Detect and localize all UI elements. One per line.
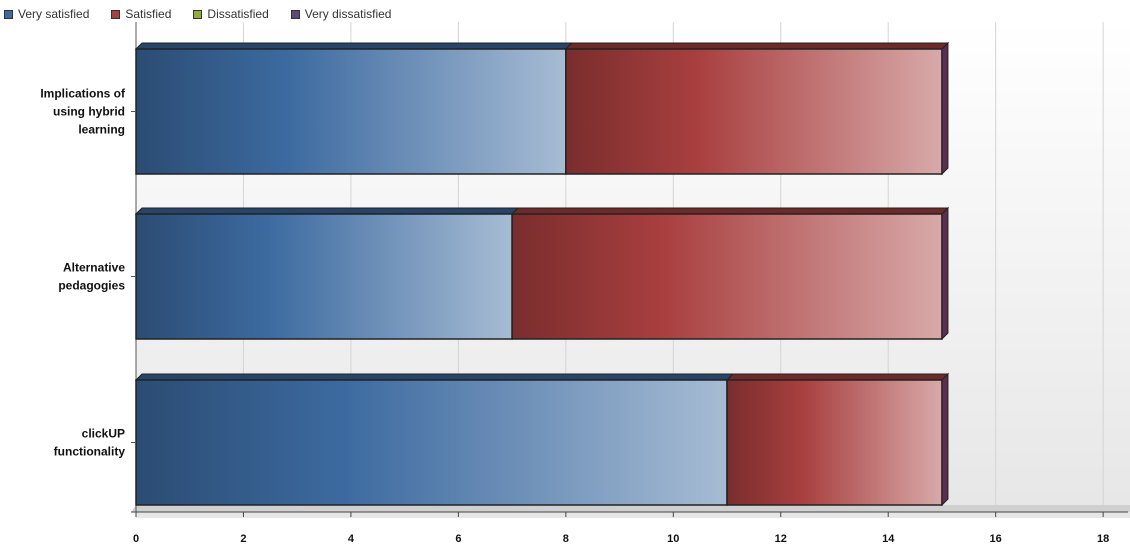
bar-segment[interactable] xyxy=(565,48,943,175)
x-tick-label: 6 xyxy=(455,533,461,545)
legend-swatch xyxy=(290,9,300,19)
legend-item[interactable]: Very dissatisfied xyxy=(290,7,392,21)
bar-segment[interactable] xyxy=(135,48,567,175)
category-label: Implications of using hybrid learning xyxy=(40,87,126,137)
bar-side-face xyxy=(941,372,949,507)
chart-legend: Very satisfied Satisfied Dissatisfied Very … xyxy=(4,7,391,21)
bars xyxy=(134,41,950,507)
legend-item[interactable]: Satisfied xyxy=(111,7,171,21)
bar-side-face xyxy=(941,41,949,176)
bar-side-face xyxy=(941,206,949,341)
x-tick-label: 12 xyxy=(775,533,787,545)
bar-top-face xyxy=(725,373,950,381)
bar-top-face xyxy=(134,373,735,381)
bar-top-face xyxy=(134,42,574,50)
x-tick-label: 4 xyxy=(348,533,355,545)
x-tick-labels: 0 2 4 6 8 10 12 14 16 18 xyxy=(133,512,1109,545)
category-label: Alternative pedagogies xyxy=(58,261,125,293)
legend-label: Very satisfied xyxy=(18,7,90,21)
legend-swatch xyxy=(111,9,121,19)
bar-segment[interactable] xyxy=(135,213,513,340)
x-tick-label: 16 xyxy=(990,533,1002,545)
x-tick-label: 10 xyxy=(667,533,679,545)
bar-segment[interactable] xyxy=(135,379,728,506)
x-tick-label: 2 xyxy=(240,533,246,545)
category-labels: Implications of using hybrid learning Alter… xyxy=(40,87,136,459)
x-tick-label: 18 xyxy=(1097,533,1109,545)
legend-label: Satisfied xyxy=(125,7,172,21)
category-label: clickUP functionality xyxy=(54,427,126,459)
legend-item[interactable]: Very satisfied xyxy=(4,7,89,21)
x-tick-label: 14 xyxy=(882,533,895,545)
x-tick-label: 8 xyxy=(563,533,569,545)
legend-label: Dissatisfied xyxy=(207,7,269,21)
legend-label: Very dissatisfied xyxy=(304,7,392,21)
legend-swatch xyxy=(4,9,13,19)
plot-floor xyxy=(131,505,1130,512)
bar-top-face xyxy=(564,42,950,50)
legend-item[interactable]: Dissatisfied xyxy=(193,7,269,21)
legend-swatch xyxy=(193,9,203,19)
bar-top-face xyxy=(134,207,520,215)
bar-segment[interactable] xyxy=(511,213,943,340)
bar-top-face xyxy=(510,207,950,215)
bar-segment[interactable] xyxy=(726,379,943,506)
x-tick-label: 0 xyxy=(133,533,139,545)
